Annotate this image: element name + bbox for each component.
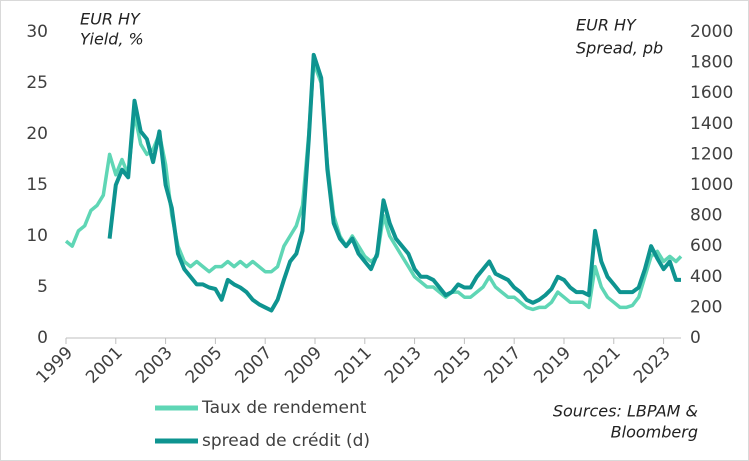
- y2-tick-label: 1200: [690, 144, 733, 164]
- y2-tick-label: 400: [690, 267, 722, 287]
- y2-tick-label: 0: [690, 328, 701, 348]
- source-2: Bloomberg: [611, 423, 698, 442]
- source-1: Sources: LBPAM &: [553, 402, 698, 421]
- y2-tick-label: 200: [690, 297, 722, 317]
- legend-label: spread de crédit (d): [202, 431, 370, 451]
- y-title-1: EUR HY: [80, 10, 141, 29]
- y-title-2: Yield, %: [80, 30, 144, 49]
- series-line: [107, 52, 681, 313]
- y-tick-label: 25: [26, 73, 48, 93]
- y2-tick-label: 800: [690, 206, 722, 226]
- y2-tick-label: 1400: [690, 114, 733, 134]
- y2-tick-label: 2000: [690, 22, 733, 42]
- y-tick-label: 30: [26, 22, 48, 42]
- y2-title-1: EUR HY: [576, 16, 637, 35]
- y2-tick-label: 1600: [690, 83, 733, 103]
- y-tick-label: 10: [26, 226, 48, 246]
- y2-tick-label: 600: [690, 236, 722, 256]
- legend-label: Taux de rendement: [201, 398, 367, 418]
- y-tick-label: 20: [26, 124, 48, 144]
- y2-tick-label: 1800: [690, 53, 733, 73]
- y-tick-label: 0: [37, 328, 48, 348]
- y-tick-label: 5: [37, 277, 48, 297]
- y2-title-2: Spread, pb: [576, 39, 663, 58]
- y-tick-label: 15: [26, 175, 48, 195]
- y2-tick-label: 1000: [690, 175, 733, 195]
